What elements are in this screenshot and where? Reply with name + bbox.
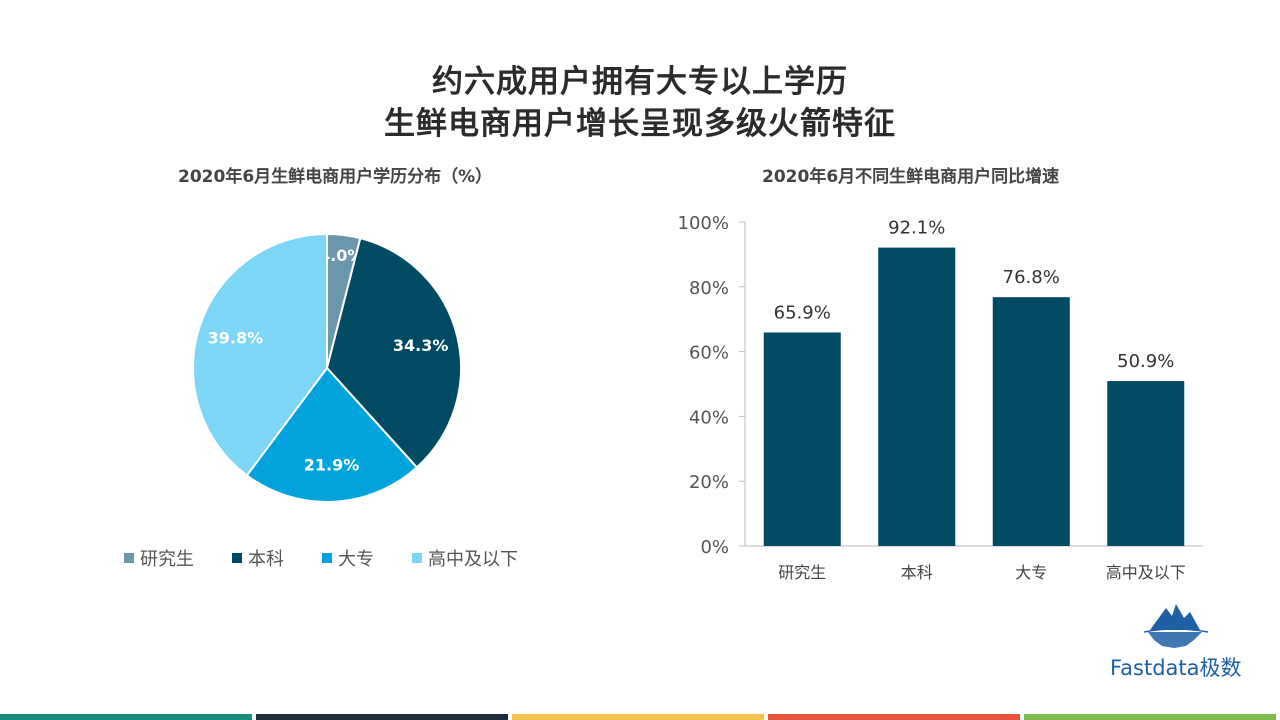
legend-item: 本科 [232,545,284,571]
pie-slice-label: 21.9% [304,455,360,474]
bar-value-label: 92.1% [888,218,945,239]
bar [992,297,1070,546]
footer-stripe [512,714,764,720]
bar-chart-title: 2020年6月不同生鲜电商用户同比增速 [762,167,1060,187]
x-tick-label: 高中及以下 [1106,563,1186,582]
pie-chart-title: 2020年6月生鲜电商用户学历分布（%） [178,167,493,187]
pie-slice-label: 39.8% [208,329,264,348]
y-tick-label: 40% [689,407,729,428]
bar [878,247,956,546]
x-tick-label: 本科 [901,563,933,582]
brand-name: Fastdata极数 [1110,656,1242,680]
footer-stripe [768,714,1020,720]
legend-label: 大专 [338,549,374,570]
pie-slice-label: 34.3% [393,336,449,355]
bar-value-label: 50.9% [1117,351,1174,372]
legend-swatch [232,553,242,563]
legend-swatch [412,553,422,563]
bar [1107,381,1185,546]
pie-slice [325,236,462,469]
legend-label: 研究生 [140,549,194,570]
y-tick-label: 100% [678,213,729,234]
legend-label: 本科 [248,549,284,570]
legend-swatch [322,553,332,563]
y-tick-label: 0% [700,537,729,558]
y-tick-label: 60% [689,343,729,364]
footer-stripe [0,714,252,720]
pie-slice-label: 4.0% [319,246,363,265]
pie-legend: 研究生 本科 大专 高中及以下 [124,545,556,571]
pie-slice [245,366,419,503]
bar-value-label: 65.9% [774,302,831,323]
x-tick-label: 大专 [1015,563,1047,582]
title-line-1: 约六成用户拥有大专以上学历 [432,64,848,100]
legend-item: 研究生 [124,545,194,571]
pie-slice [192,232,328,477]
legend-swatch [124,553,134,563]
title-line-2: 生鲜电商用户增长呈现多级火箭特征 [384,106,896,142]
footer-stripe [1024,714,1276,720]
bar [763,332,841,546]
x-tick-label: 研究生 [778,563,826,582]
legend-item: 高中及以下 [412,545,518,571]
legend-label: 高中及以下 [428,549,518,570]
iceberg-logo-icon [1143,604,1209,648]
y-tick-label: 80% [689,278,729,299]
footer-stripe [256,714,508,720]
bar-value-label: 76.8% [1003,267,1060,288]
legend-item: 大专 [322,545,374,571]
y-tick-label: 20% [689,472,729,493]
